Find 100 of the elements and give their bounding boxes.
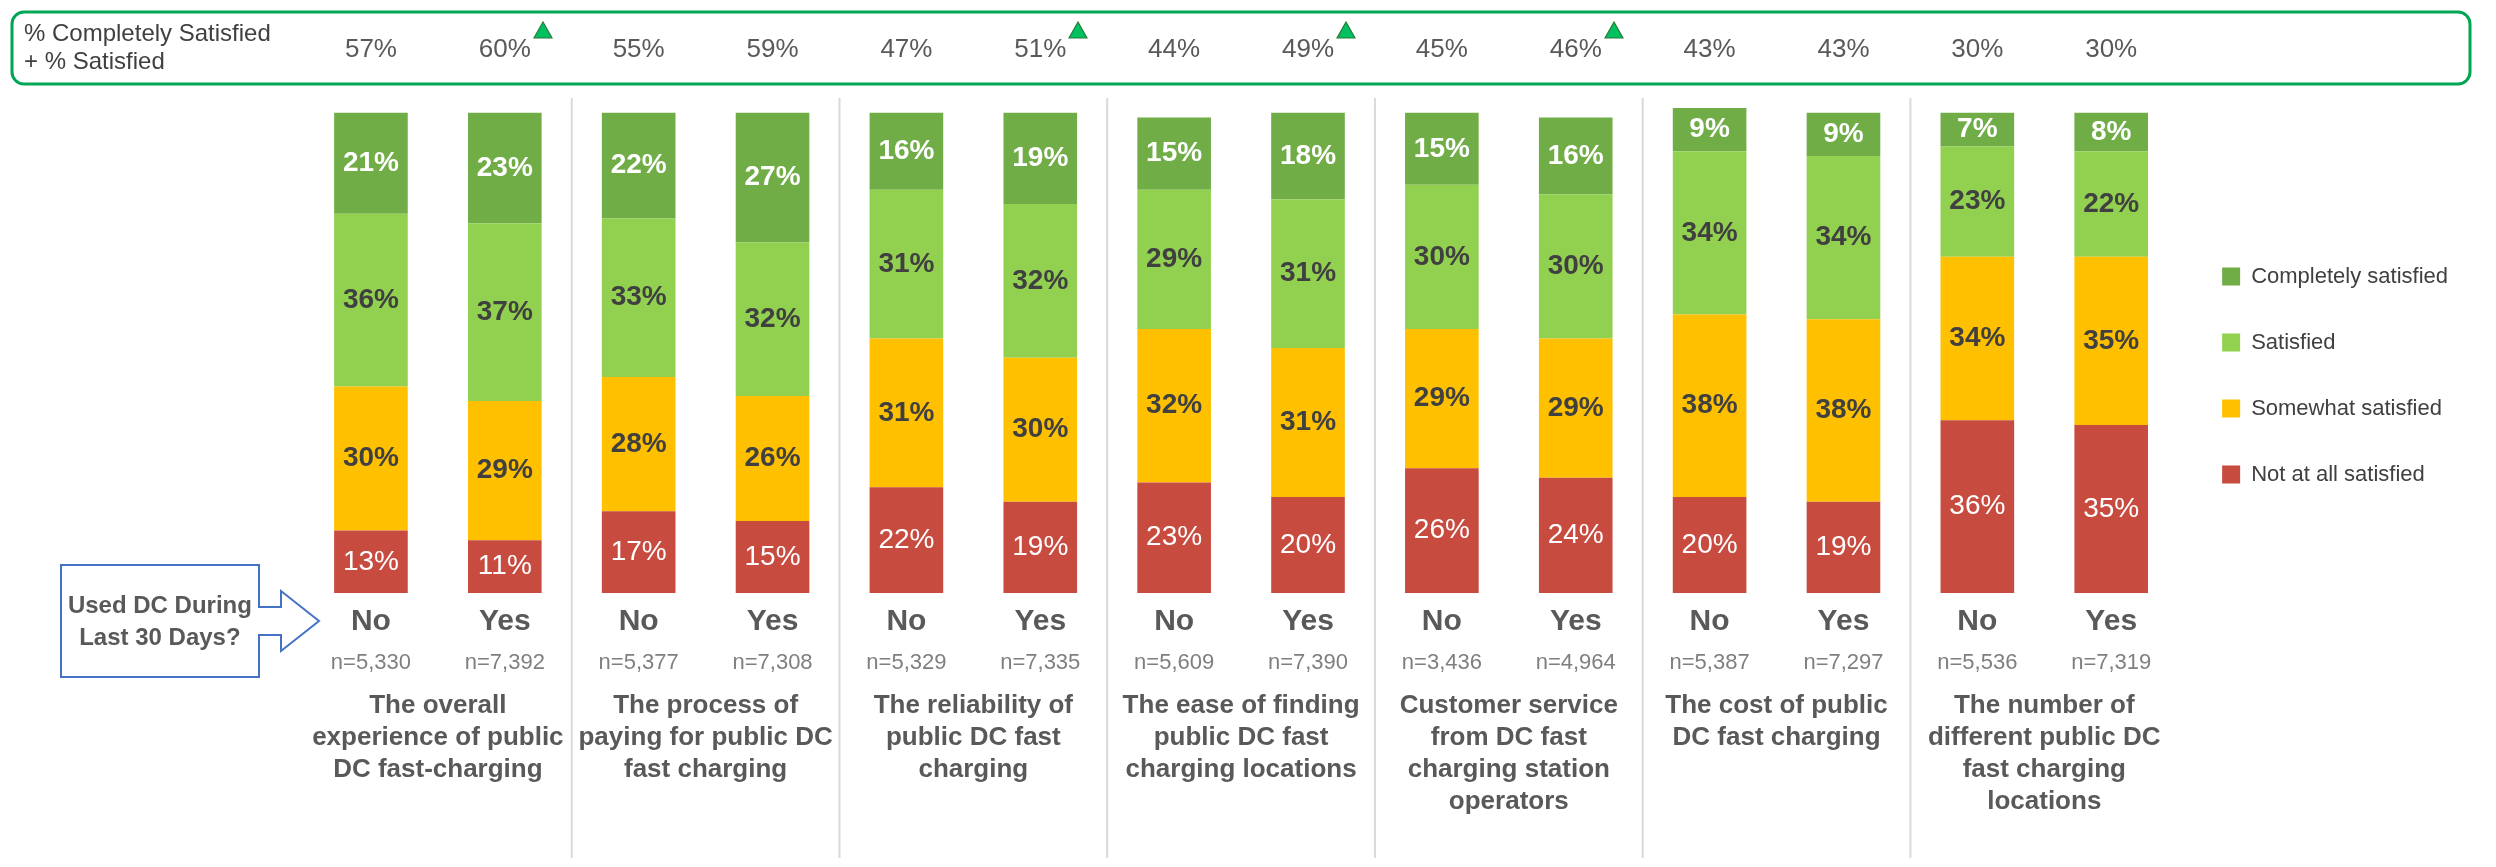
text: 59%	[746, 33, 799, 64]
bar	[1003, 357, 1078, 502]
bar	[869, 189, 944, 339]
bar	[1672, 314, 1747, 497]
data-label: 32%	[744, 302, 801, 334]
bar	[2074, 424, 2149, 593]
text: The ease of finding public DC fast charging locations	[1122, 689, 1360, 784]
text: n=7,319	[2071, 649, 2152, 675]
text: The reliability of public DC fast charging	[873, 689, 1074, 784]
data-label: 29%	[1547, 390, 1604, 422]
bar	[334, 530, 408, 593]
text: 49%	[1281, 33, 1335, 64]
text: 44%	[1148, 33, 1201, 64]
text: % Completely Satisfied + % Satisfied	[24, 18, 271, 74]
bar	[869, 338, 944, 488]
text: n=7,335	[1000, 649, 1081, 675]
data-label: 37%	[476, 294, 533, 326]
text: n=5,329	[866, 649, 947, 675]
data-label: 15%	[1146, 136, 1203, 168]
text: Customer service from DC fast charging station operators	[1399, 689, 1618, 816]
x-tick-label: No	[618, 603, 659, 637]
text: n=5,330	[330, 649, 411, 675]
bar	[1003, 204, 1078, 358]
data-label: 32%	[1012, 263, 1069, 295]
bar	[1672, 496, 1747, 593]
data-label: 16%	[878, 133, 935, 165]
data-label: 29%	[476, 453, 533, 485]
text: n=7,392	[464, 649, 545, 675]
text: The cost of public DC fast charging	[1665, 689, 1888, 752]
data-label: 20%	[1681, 527, 1738, 559]
bar	[735, 242, 810, 397]
x-tick-label: Yes	[2085, 603, 2138, 637]
bar	[1003, 112, 1078, 205]
data-label: 34%	[1815, 220, 1872, 252]
bar	[1538, 194, 1613, 339]
data-label: 16%	[1547, 138, 1604, 170]
arrow-callout: Used DC During Last 30 Days?	[58, 563, 321, 679]
text: n=5,387	[1669, 649, 1750, 675]
bar	[1137, 482, 1211, 593]
data-label: 24%	[1547, 518, 1604, 550]
bar	[601, 112, 676, 219]
text: n=5,609	[1134, 649, 1215, 675]
data-label: 34%	[1681, 215, 1738, 247]
bar	[1940, 420, 2015, 593]
text: 43%	[1817, 33, 1870, 64]
text: 45%	[1415, 33, 1468, 64]
bar	[1940, 146, 2015, 257]
data-label: 38%	[1681, 388, 1738, 420]
bar	[1271, 199, 1345, 349]
data-label: 31%	[1279, 256, 1337, 288]
bar	[735, 112, 810, 243]
bar	[1271, 348, 1345, 497]
bar	[1806, 156, 1881, 320]
bar	[1271, 112, 1345, 200]
data-label: 15%	[1413, 131, 1470, 163]
data-label: 22%	[878, 522, 935, 554]
text: n=4,964	[1535, 649, 1616, 675]
data-label: 30%	[1012, 412, 1069, 444]
data-label: 19%	[1012, 141, 1069, 173]
x-tick-label: No	[1689, 603, 1730, 637]
data-label: 17%	[610, 534, 667, 566]
x-tick-label: Yes	[478, 603, 531, 637]
bar	[869, 487, 944, 593]
data-label: 35%	[2083, 491, 2140, 523]
text: 60%	[478, 33, 531, 64]
bar	[467, 400, 542, 541]
data-label: 23%	[1949, 184, 2006, 216]
data-label: 11%	[477, 549, 532, 581]
data-label: 30%	[1413, 239, 1470, 271]
bar	[2074, 151, 2149, 257]
x-tick-label: No	[1421, 603, 1462, 637]
data-label: 38%	[1815, 393, 1872, 425]
data-label: 23%	[476, 150, 533, 182]
text: n=5,536	[1937, 649, 2018, 675]
data-label: 13%	[342, 544, 399, 576]
text: n=5,377	[598, 649, 679, 675]
x-tick-label: No	[1957, 603, 1998, 637]
data-label: 20%	[1279, 527, 1337, 559]
data-label: 32%	[1146, 388, 1203, 420]
data-label: 22%	[2083, 186, 2140, 218]
data-label: 34%	[1949, 321, 2006, 353]
text: 43%	[1683, 33, 1736, 64]
text: 51%	[1014, 33, 1067, 64]
bar	[334, 386, 408, 531]
x-tick-label: No	[886, 603, 927, 637]
bar	[1271, 496, 1345, 593]
data-label: 15%	[744, 539, 801, 571]
data-label: 18%	[1279, 138, 1337, 170]
bar	[1003, 501, 1078, 593]
bar	[1672, 151, 1747, 315]
bar	[601, 376, 676, 512]
x-tick-label: Yes	[1549, 603, 1602, 637]
bar	[334, 213, 408, 387]
bar	[1137, 189, 1211, 329]
legend-label: Completely satisfied	[2251, 262, 2449, 288]
data-label: 22%	[610, 148, 667, 180]
x-tick-label: No	[1154, 603, 1195, 637]
data-label: 29%	[1146, 241, 1203, 273]
text: The overall experience of public DC fast-charging	[312, 689, 564, 784]
bar	[1405, 328, 1479, 469]
